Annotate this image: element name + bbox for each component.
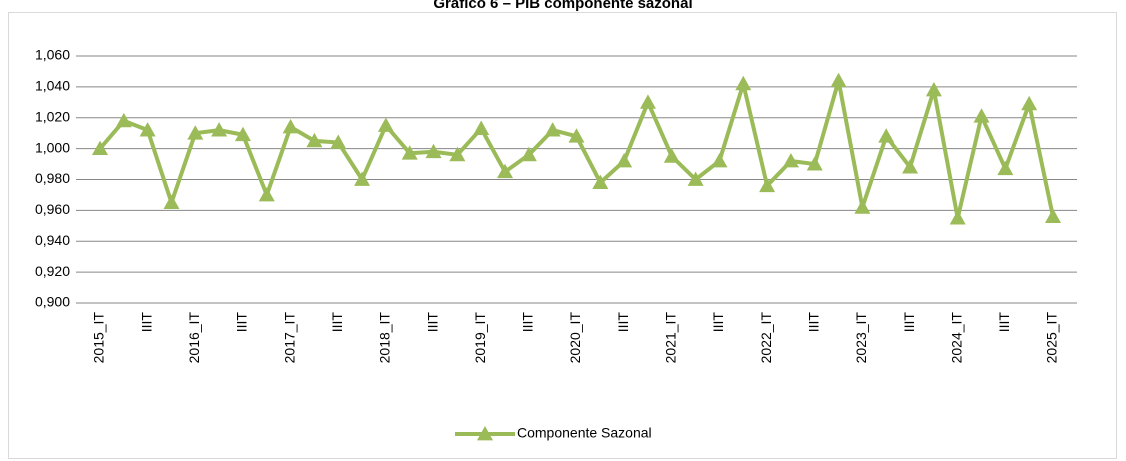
x-tick-label: IIIT [234, 312, 250, 333]
x-tick-label: IIIT [615, 312, 631, 333]
data-point [711, 152, 728, 168]
x-tick-label: 2015_IT [91, 312, 107, 364]
data-point [497, 163, 514, 179]
y-tick-label: 1,060 [35, 47, 70, 63]
x-tick-label: 2024_IT [948, 312, 964, 364]
y-tick-label: 0,960 [35, 201, 70, 217]
data-point [163, 194, 180, 210]
data-point [401, 145, 418, 160]
y-tick-label: 0,940 [35, 232, 70, 248]
data-point [187, 125, 204, 140]
data-point [544, 122, 561, 137]
legend-marker [477, 426, 493, 441]
data-point [902, 159, 919, 174]
x-tick-label: 2016_IT [186, 312, 202, 364]
x-tick-label: 2020_IT [567, 312, 583, 364]
data-point [520, 146, 537, 162]
y-tick-label: 0,900 [35, 294, 70, 310]
data-point [806, 156, 823, 171]
x-tick-label: 2021_IT [663, 312, 679, 364]
data-point [234, 126, 251, 142]
data-point [949, 210, 966, 225]
data-point [925, 81, 942, 97]
data-point [258, 186, 275, 202]
data-point [759, 177, 776, 193]
data-point [973, 108, 990, 123]
data-point [592, 174, 609, 189]
y-tick-label: 0,980 [35, 170, 70, 186]
data-point [425, 143, 442, 159]
data-point [473, 120, 490, 135]
data-point [568, 128, 585, 143]
data-point [115, 112, 132, 128]
data-point [449, 146, 466, 162]
data-point [616, 152, 633, 168]
x-tick-label: IIIT [805, 312, 821, 333]
x-tick-label: IIIT [710, 312, 726, 333]
x-tick-label: 2017_IT [281, 312, 297, 364]
data-point [854, 199, 871, 214]
data-point [663, 148, 680, 163]
data-point [782, 152, 799, 168]
data-point [330, 134, 347, 149]
y-tick-label: 1,040 [35, 78, 70, 94]
data-point [139, 122, 156, 137]
data-point [735, 75, 752, 91]
data-point [687, 171, 704, 186]
chart-border [8, 12, 1117, 459]
x-tick-label: IIIT [996, 312, 1012, 333]
y-tick-label: 0,920 [35, 263, 70, 279]
x-tick-label: IIIT [424, 312, 440, 333]
x-tick-label: IIIT [901, 312, 917, 333]
x-tick-label: 2023_IT [853, 312, 869, 364]
data-point [92, 140, 108, 156]
data-point [1045, 208, 1061, 223]
data-point [306, 132, 323, 148]
x-tick-label: 2025_IT [1044, 312, 1060, 364]
y-tick-label: 1,000 [35, 139, 70, 155]
data-point [282, 119, 299, 134]
data-point [1021, 95, 1038, 111]
chart-title: Gráfico 6 – PIB componente sazonal [433, 0, 692, 12]
data-point [830, 72, 847, 88]
data-point [211, 122, 228, 137]
data-point [354, 171, 371, 186]
x-tick-label: 2018_IT [377, 312, 393, 364]
data-point [878, 128, 895, 143]
data-point [997, 160, 1014, 176]
x-tick-label: IIIT [520, 312, 536, 333]
y-tick-label: 1,020 [35, 108, 70, 124]
x-tick-label: 2022_IT [758, 312, 774, 364]
x-tick-label: IIIT [329, 312, 345, 333]
data-point [377, 117, 394, 132]
x-tick-label: 2019_IT [472, 312, 488, 364]
data-point [639, 94, 656, 109]
x-tick-label: IIIT [138, 312, 154, 333]
legend-label: Componente Sazonal [517, 425, 652, 441]
